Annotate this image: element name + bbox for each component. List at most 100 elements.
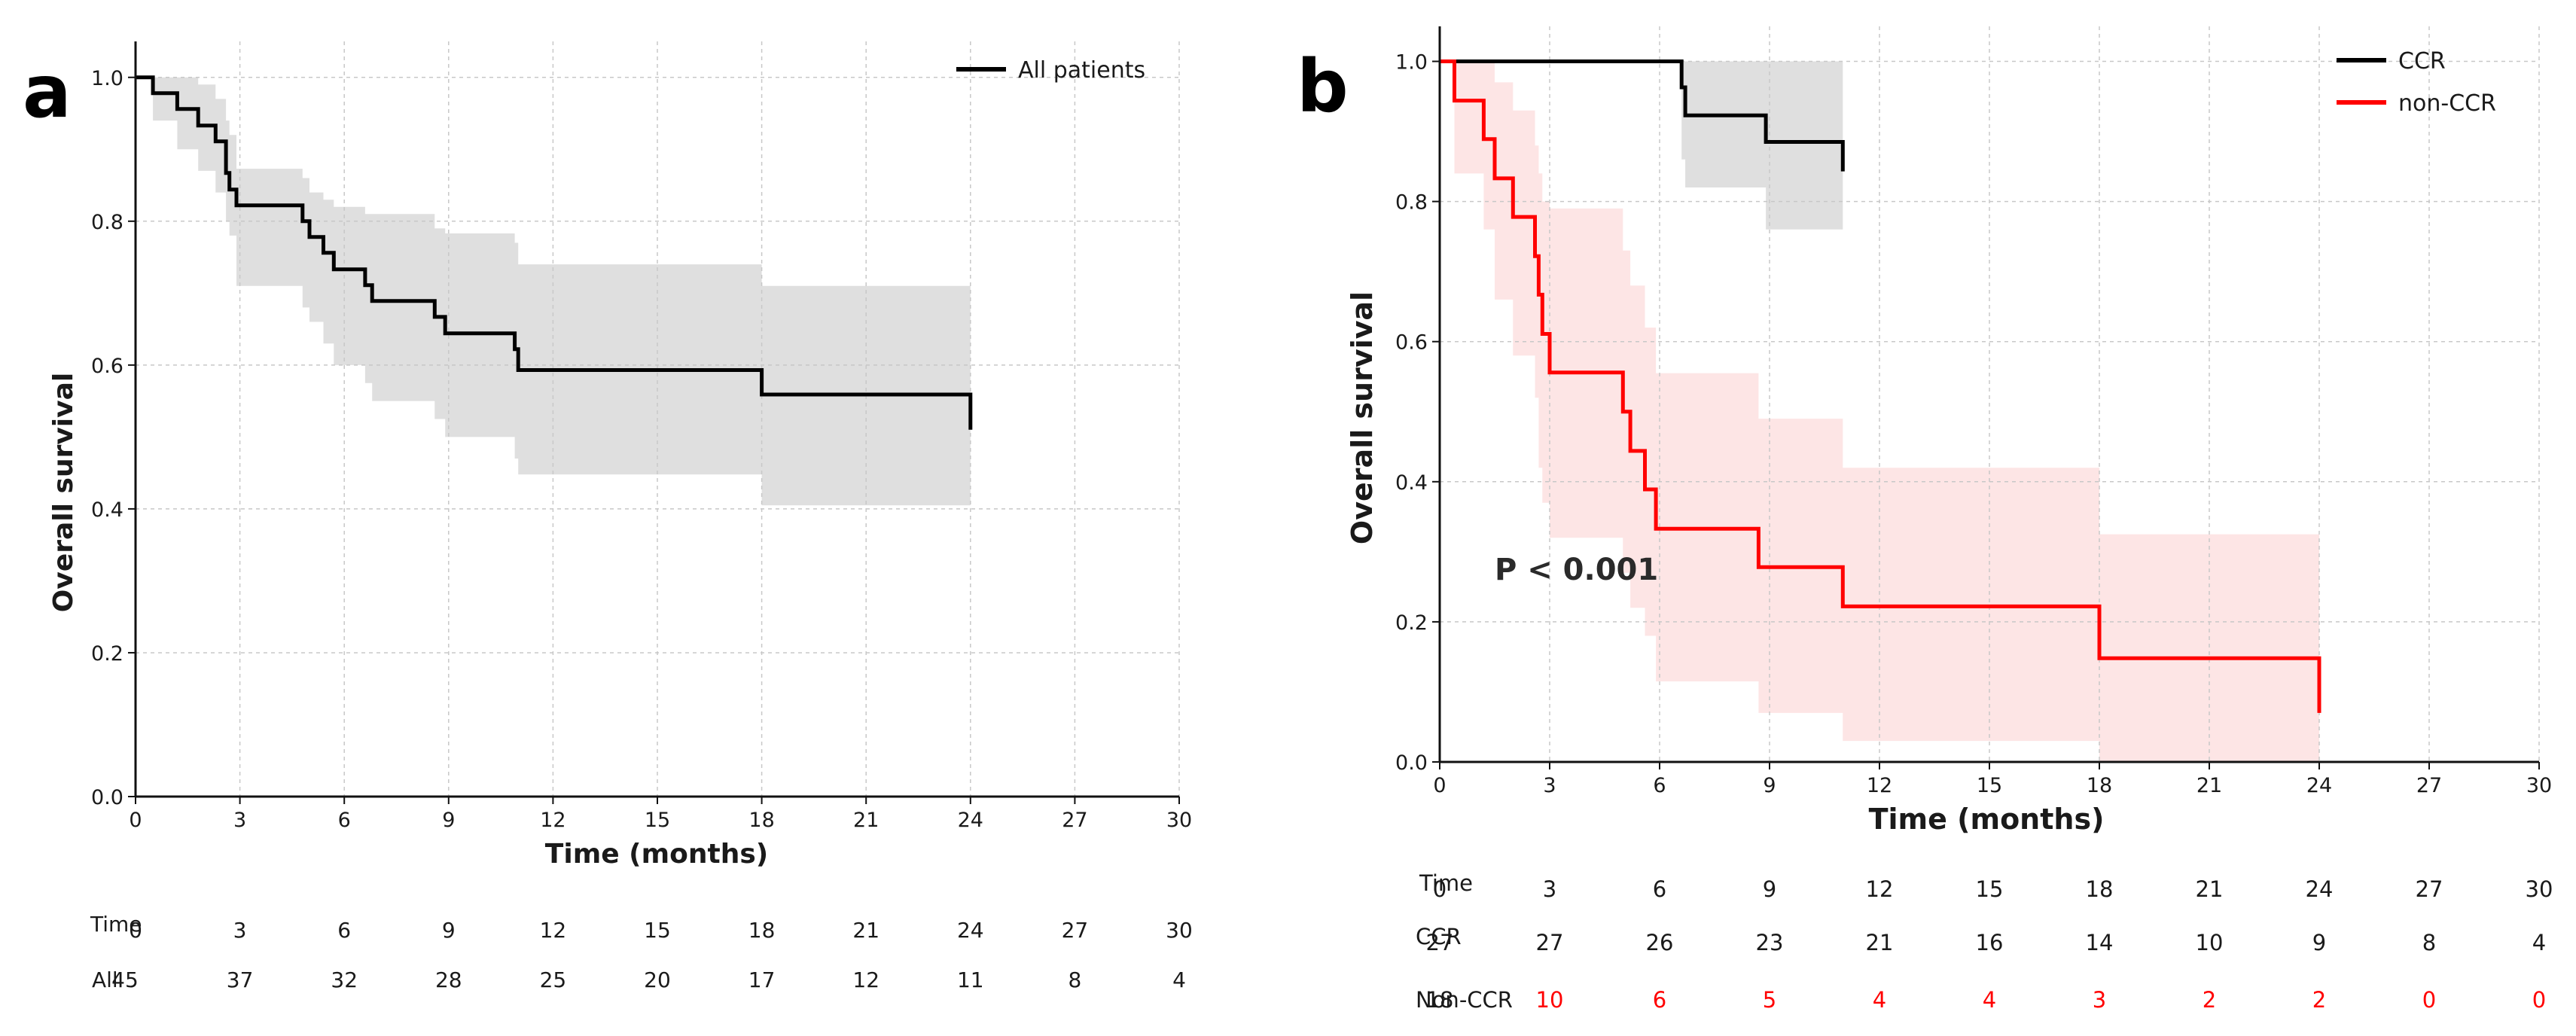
x-tick-label: 24	[2306, 774, 2332, 797]
risk-cell: 12	[852, 967, 879, 992]
survival-curves	[136, 75, 973, 430]
risk-header-time: 27	[2416, 876, 2443, 902]
risk-cell: 45	[111, 967, 139, 992]
x-tick-label: 15	[1977, 774, 2002, 797]
risk-cell: 8	[2422, 930, 2436, 955]
survival-curve-ccr	[1440, 59, 1845, 172]
risk-cell: 25	[540, 967, 567, 992]
risk-cell: 0	[2422, 987, 2436, 1013]
legend-label: All patients	[1018, 57, 1145, 84]
x-tick-label: 3	[1543, 774, 1556, 797]
risk-cell: 16	[1976, 930, 2004, 955]
legend: CCR non-CCR	[2337, 48, 2496, 117]
risk-header-time: 30	[2526, 876, 2553, 902]
x-tick-label: 12	[1867, 774, 1892, 797]
risk-cell: 17	[748, 967, 776, 992]
risk-row-label: CCR	[1416, 924, 1462, 949]
risk-header-time: 24	[2306, 876, 2334, 902]
risk-cell: 9	[2312, 930, 2326, 955]
x-tick-label: 21	[2196, 774, 2222, 797]
survival-curve-non-ccr	[1440, 59, 2321, 713]
risk-header-time: 3	[1543, 876, 1556, 902]
risk-header-time: 3	[233, 918, 247, 943]
risk-cell: 27	[1426, 930, 1454, 955]
y-tick-label: 0.6	[91, 355, 123, 378]
risk-header-time: 24	[957, 918, 984, 943]
risk-header-time: 21	[852, 918, 879, 943]
y-axis-title: Overall survival	[1346, 291, 1379, 544]
x-tick-label: 27	[2416, 774, 2442, 797]
risk-cell: 2	[2203, 987, 2216, 1013]
risk-cell: 2	[2312, 987, 2326, 1013]
risk-cell: 32	[331, 967, 358, 992]
x-tick-label: 0	[129, 809, 142, 832]
x-tick-label: 0	[1433, 774, 1446, 797]
x-tick-label: 30	[2526, 774, 2552, 797]
x-tick-label: 9	[442, 809, 455, 832]
risk-header-label: Time	[90, 912, 142, 937]
risk-header-time: 18	[748, 918, 776, 943]
x-tick-label: 30	[1166, 809, 1192, 832]
x-tick-label: 6	[1653, 774, 1666, 797]
y-tick-label: 0.0	[1395, 751, 1428, 775]
risk-cell: 6	[1653, 987, 1666, 1013]
legend: All patients	[956, 57, 1145, 84]
y-tick-label: 0.4	[91, 498, 123, 522]
risk-cell: 10	[2196, 930, 2224, 955]
x-tick-label: 18	[2087, 774, 2112, 797]
risk-header-time: 15	[644, 918, 671, 943]
x-axis-title: Time (months)	[1869, 803, 2105, 836]
y-tick-label: 1.0	[1395, 51, 1428, 75]
risk-cell: 27	[1536, 930, 1564, 955]
y-tick-label: 0.2	[91, 642, 123, 666]
risk-cell: 11	[957, 967, 984, 992]
x-tick-label: 15	[645, 809, 670, 832]
y-axis-title: Overall survival	[48, 373, 79, 612]
risk-cell: 4	[1983, 987, 1996, 1013]
p-value-annotation: P < 0.001	[1495, 553, 1658, 587]
y-tick-label: 0.6	[1395, 331, 1428, 355]
x-tick-label: 12	[540, 809, 566, 832]
x-tick-label: 21	[853, 809, 879, 832]
x-tick-label: 6	[338, 809, 351, 832]
risk-cell: 20	[644, 967, 671, 992]
risk-header-time: 30	[1166, 918, 1193, 943]
axes: 0 3 6 9 12 15 18 21 24 27 30 0.0 0.2 0.4 0.6 0.8 1.0	[91, 41, 1192, 832]
risk-header-time: 15	[1976, 876, 2004, 902]
x-tick-label: 27	[1062, 809, 1087, 832]
risk-cell: 23	[1756, 930, 1784, 955]
x-tick-label: 9	[1763, 774, 1776, 797]
risk-cell: 3	[2093, 987, 2106, 1013]
risk-header-time: 9	[1763, 876, 1776, 902]
risk-header-time: 6	[1653, 876, 1666, 902]
risk-cell: 10	[1536, 987, 1564, 1013]
x-tick-label: 3	[233, 809, 246, 832]
y-tick-label: 0.2	[1395, 611, 1428, 635]
y-tick-label: 0.8	[91, 211, 123, 234]
panel-label-a: a	[23, 50, 72, 134]
grid	[1440, 26, 2540, 762]
risk-header-time: 0	[129, 918, 142, 943]
y-tick-label: 0.4	[1395, 471, 1428, 495]
ci-band-ccr	[1440, 61, 1843, 230]
risk-cell: 8	[1068, 967, 1081, 992]
risk-cell: 4	[1873, 987, 1886, 1013]
survival-curve-all-patients	[136, 75, 973, 430]
x-tick-label: 24	[958, 809, 983, 832]
risk-cell: 14	[2086, 930, 2114, 955]
risk-row-label: Non-CCR	[1416, 987, 1513, 1013]
y-tick-label: 1.0	[91, 67, 123, 90]
risk-cell: 37	[227, 967, 254, 992]
x-tick-label: 18	[748, 809, 774, 832]
x-axis-title: Time (months)	[545, 839, 768, 870]
risk-header-label: Time	[1419, 870, 1473, 896]
risk-header-time: 0	[1433, 876, 1447, 902]
panel-b: b 0 3 6 9 12 15 18 21 24 27 300.00.20.40.60.81.0 C…	[1297, 26, 2553, 1013]
risk-header-time: 12	[540, 918, 567, 943]
risk-cell: 5	[1763, 987, 1776, 1013]
y-tick-label: 0.0	[91, 786, 123, 809]
risk-cell: 0	[2532, 987, 2546, 1013]
